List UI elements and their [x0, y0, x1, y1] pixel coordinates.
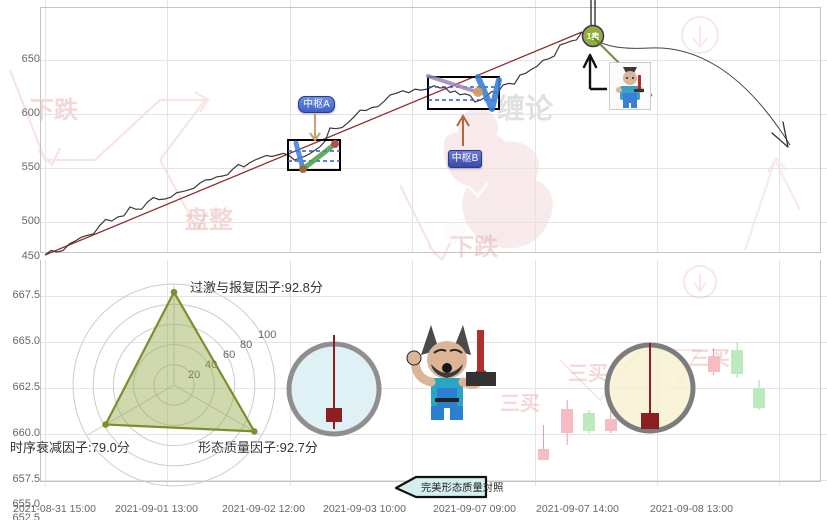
svg-text:完美形态质量对照: 完美形态质量对照: [421, 481, 503, 494]
svg-text:1卖: 1卖: [587, 31, 599, 41]
